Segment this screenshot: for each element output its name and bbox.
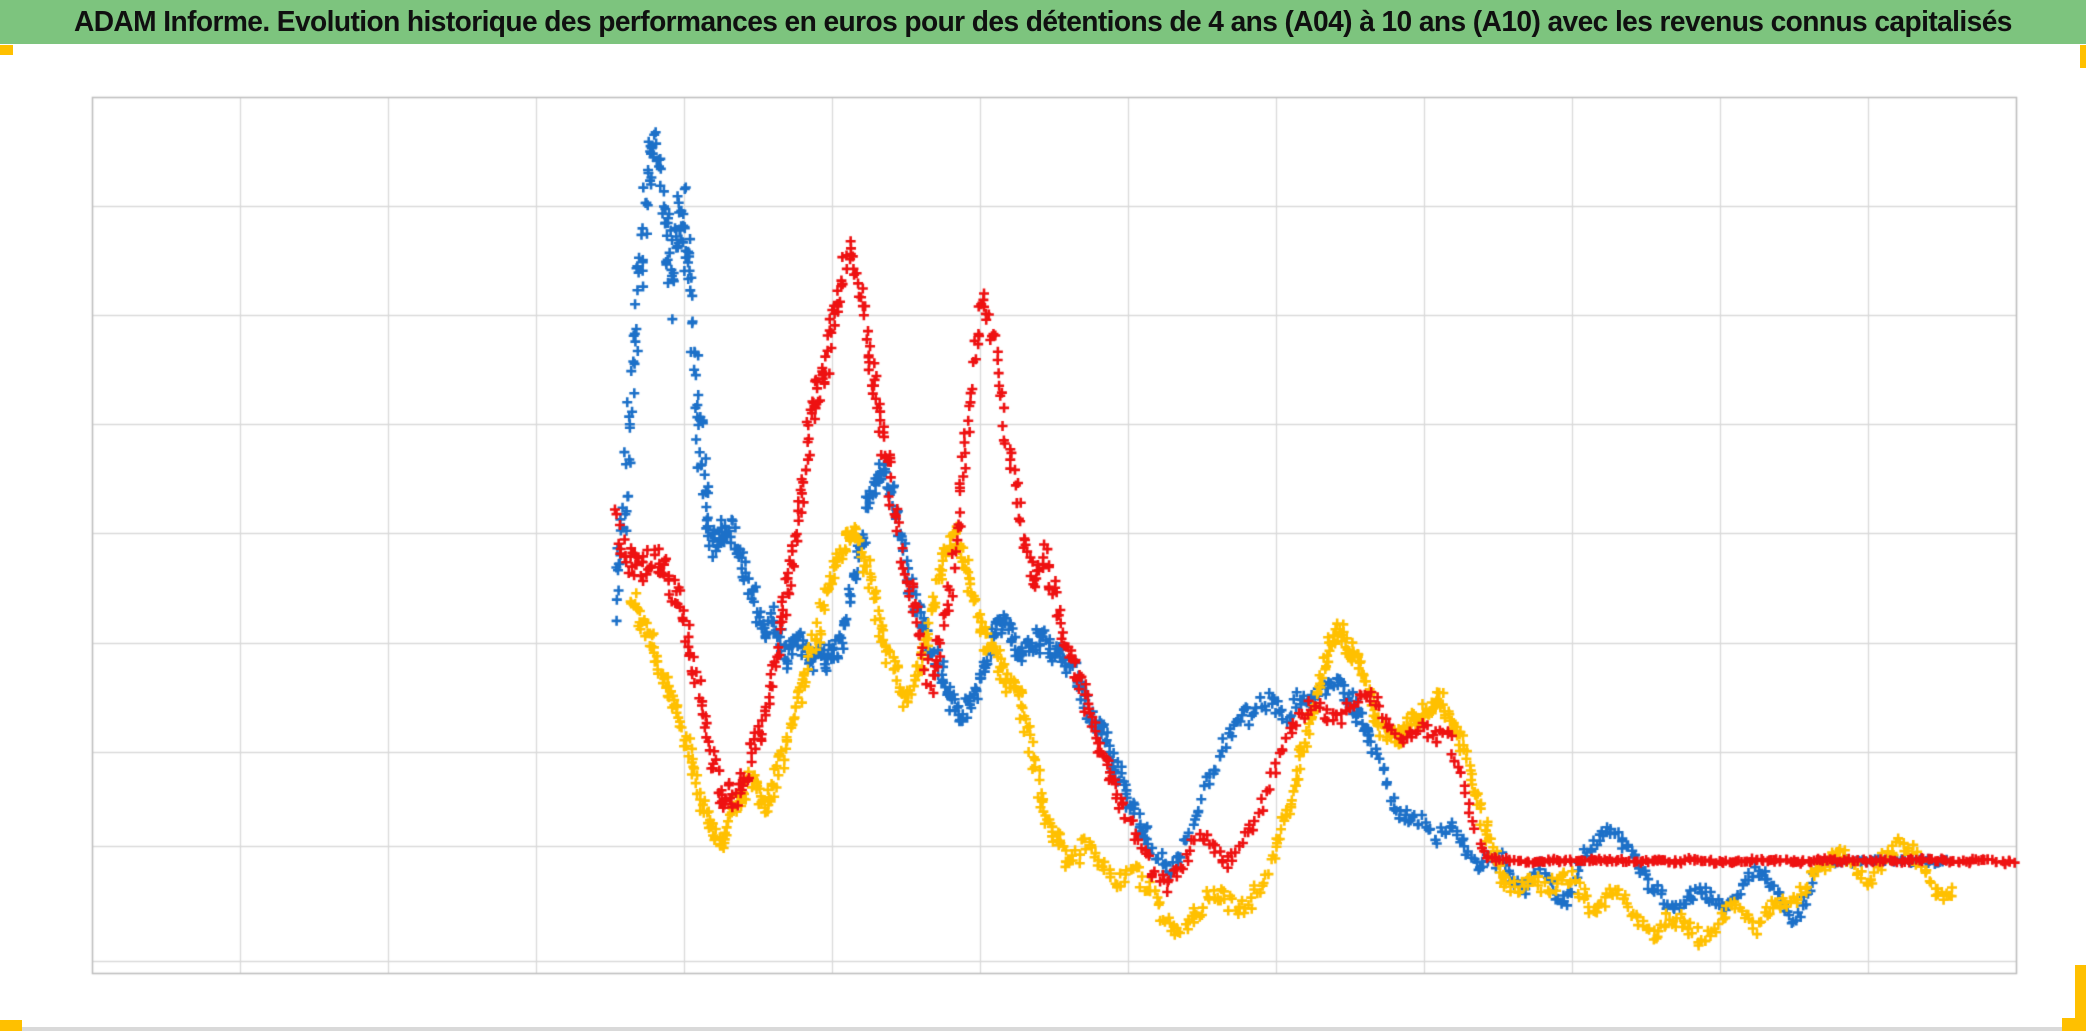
corner-accent-bottom-left — [0, 1020, 22, 1031]
corner-accent-bottom-right-vertical — [2075, 965, 2086, 1031]
bottom-divider-strip — [0, 1027, 2086, 1031]
title-bar: ADAM Informe. Evolution historique des p… — [0, 0, 2086, 44]
corner-accent-top-right — [2080, 45, 2086, 68]
corner-accent-bottom-right-foot — [2062, 1018, 2086, 1031]
page-title: ADAM Informe. Evolution historique des p… — [74, 5, 2012, 38]
corner-accent-top-left — [0, 45, 13, 55]
